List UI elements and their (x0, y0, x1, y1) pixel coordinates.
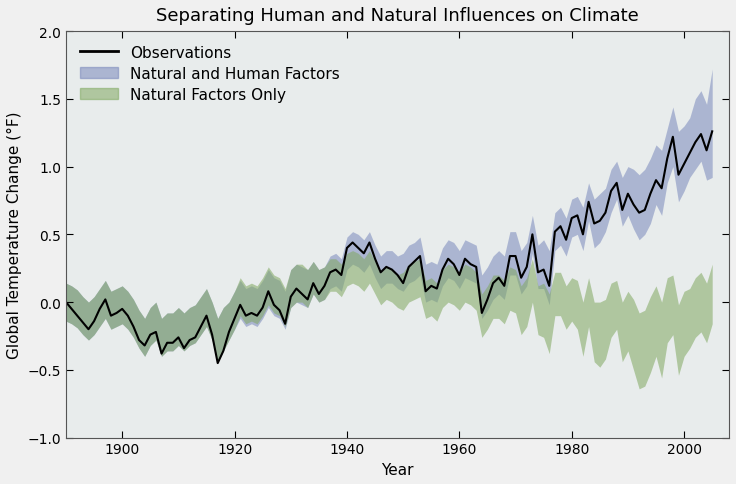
Legend: Observations, Natural and Human Factors, Natural Factors Only: Observations, Natural and Human Factors,… (74, 40, 346, 109)
Title: Separating Human and Natural Influences on Climate: Separating Human and Natural Influences … (156, 7, 639, 25)
Y-axis label: Global Temperature Change (°F): Global Temperature Change (°F) (7, 111, 22, 358)
X-axis label: Year: Year (381, 462, 414, 477)
